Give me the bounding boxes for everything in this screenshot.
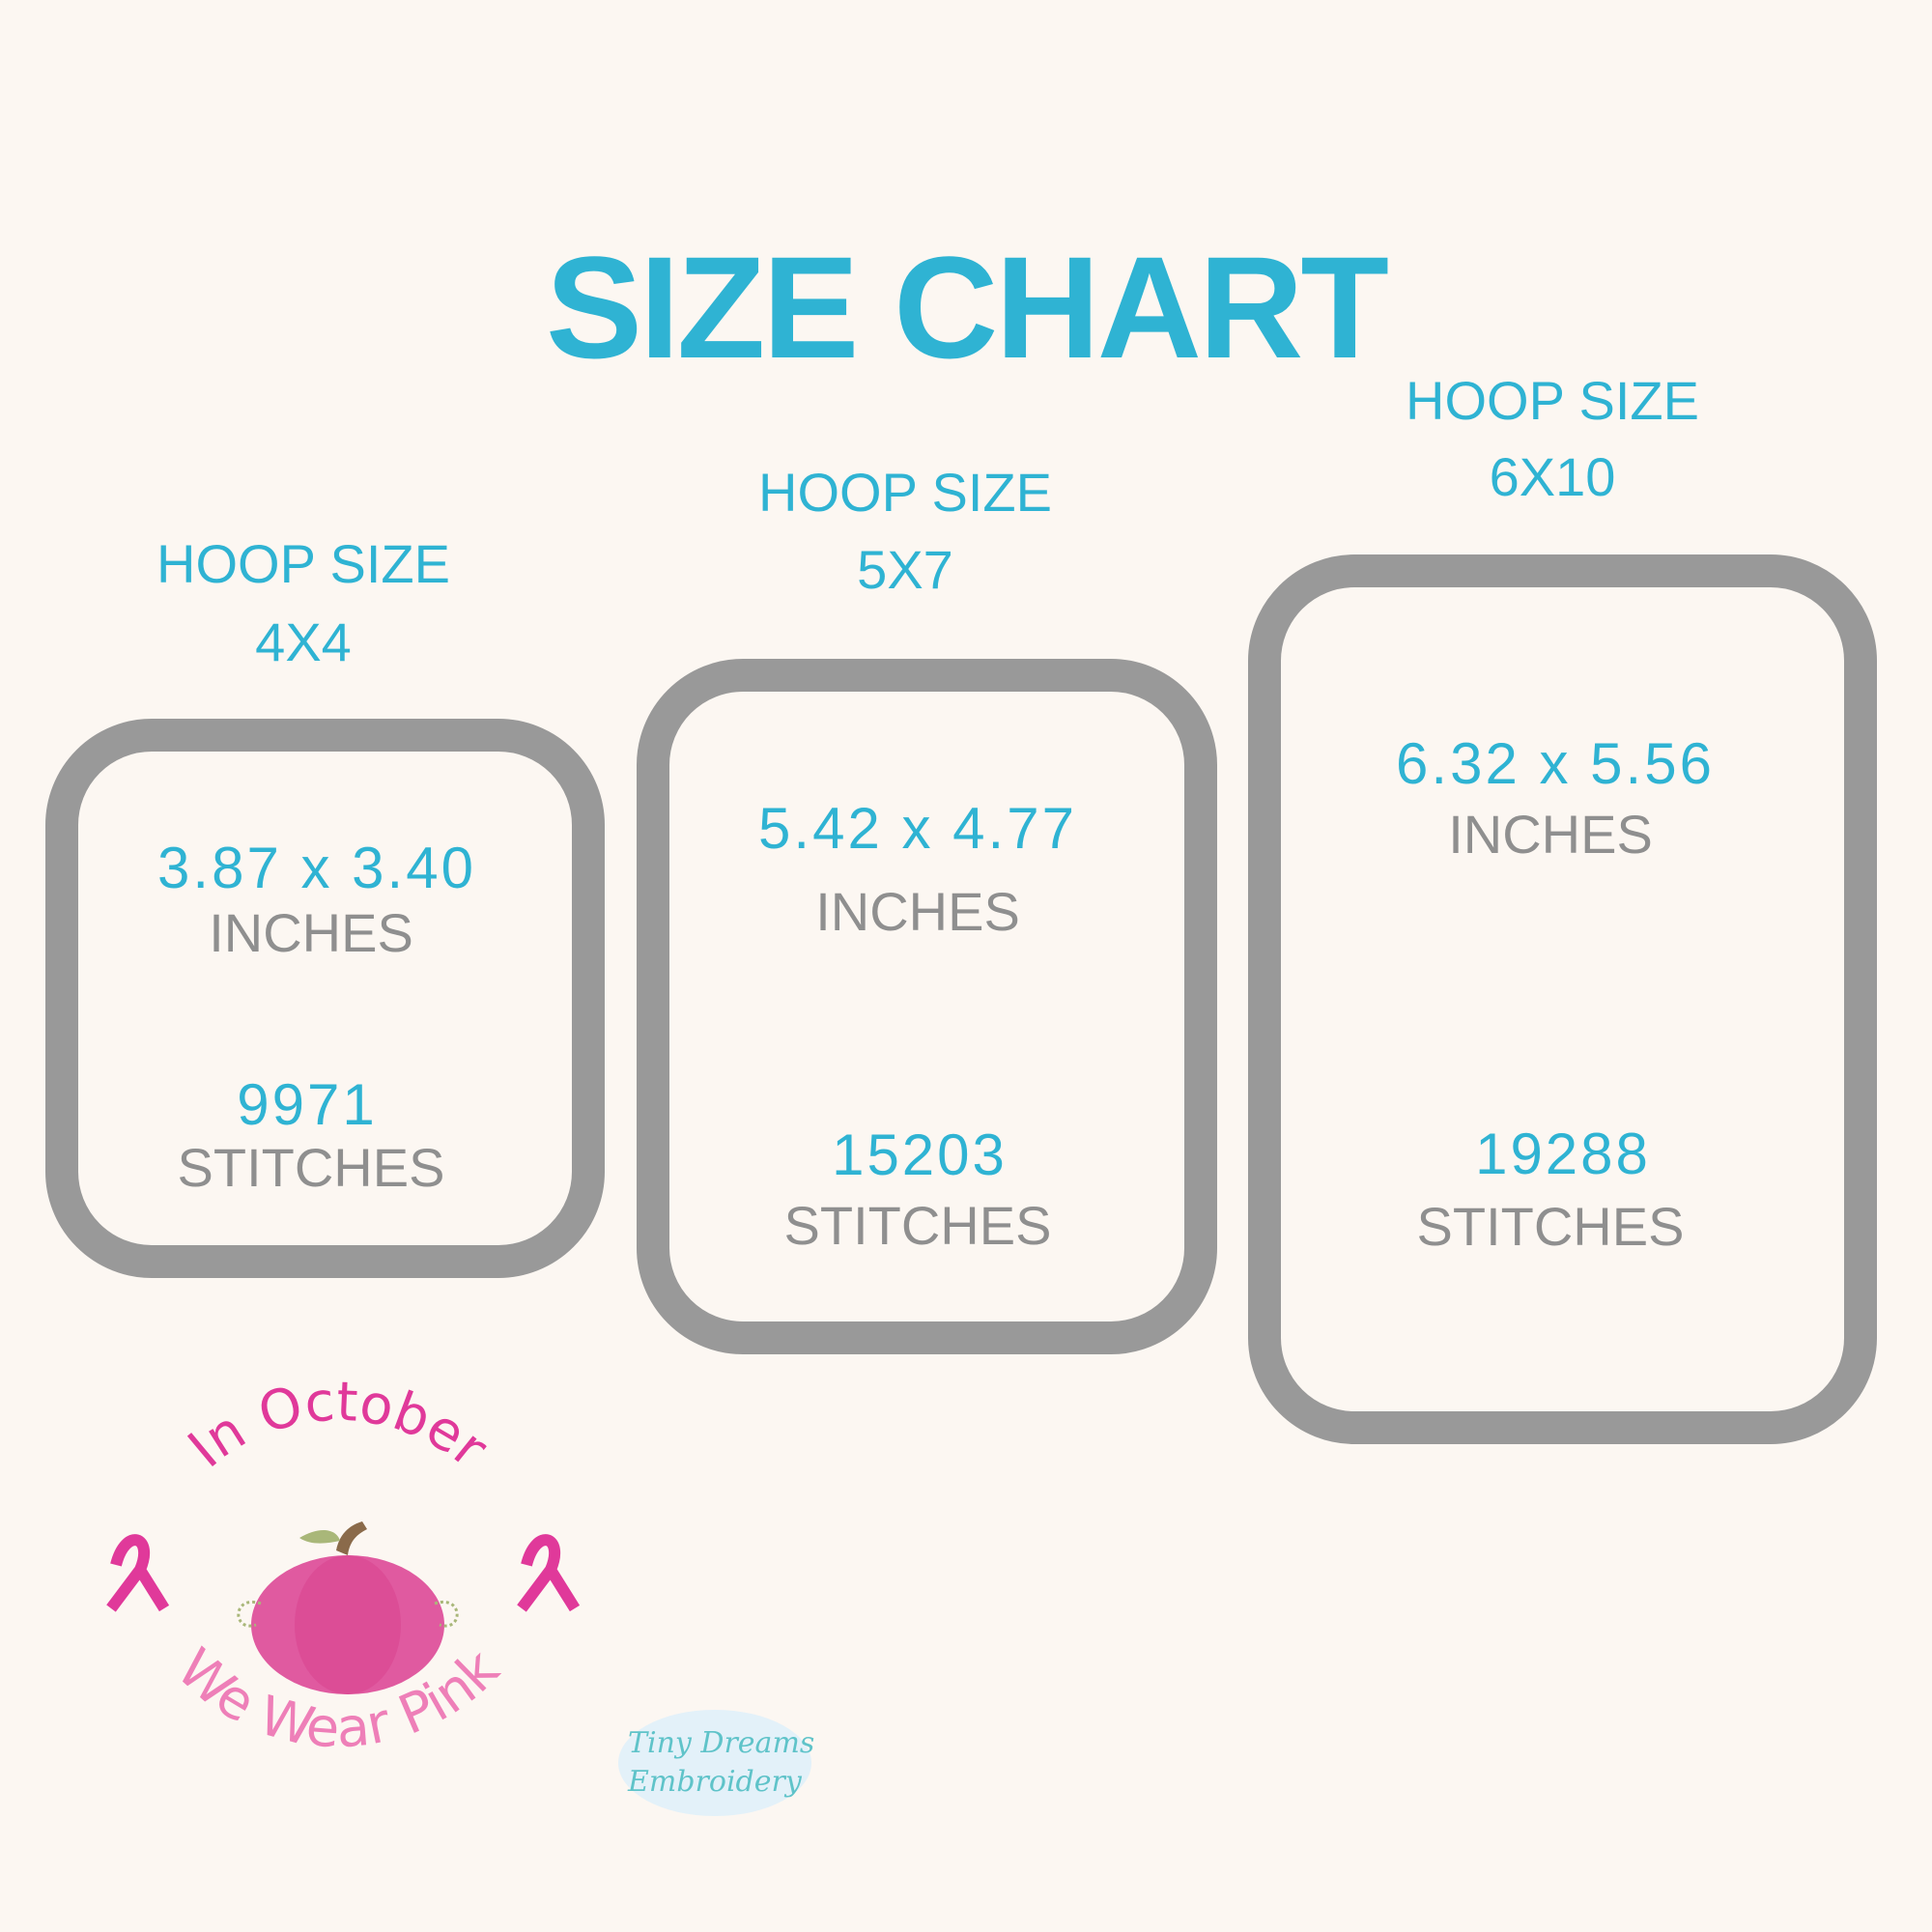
dimension-unit: INCHES — [815, 881, 1020, 942]
cloud-icon — [618, 1710, 811, 1816]
logo-top-text: In October — [177, 1372, 499, 1481]
hoop-size: 6X10 — [1489, 446, 1616, 507]
watermark-line-1: Tiny Dreams — [628, 1726, 815, 1760]
stitch-count: 9971 — [237, 1072, 378, 1137]
pink-ribbon-icon — [106, 1534, 581, 1612]
hoop-frame-5x7 — [637, 659, 1217, 1354]
watermark-line-2: Embroidery — [628, 1765, 802, 1799]
hoop-size: 4X4 — [255, 611, 352, 672]
dimension-unit: INCHES — [1448, 804, 1653, 865]
hoop-label: HOOP SIZE — [1406, 370, 1699, 431]
stitch-unit: STITCHES — [177, 1137, 445, 1198]
stitch-count: 15203 — [832, 1122, 1008, 1187]
hoop-frame-6x10 — [1248, 554, 1877, 1444]
pumpkin-icon — [237, 1521, 459, 1694]
stitch-unit: STITCHES — [783, 1195, 1052, 1256]
page-title: SIZE CHART — [546, 226, 1389, 388]
hoop-label: HOOP SIZE — [156, 533, 450, 594]
hoop-label: HOOP SIZE — [758, 462, 1052, 523]
hoop-frame-4x4 — [45, 719, 605, 1278]
dimension-unit: INCHES — [209, 902, 413, 963]
stitch-count: 19288 — [1475, 1122, 1651, 1186]
in-october-we-wear-pink-logo: In October We Wear Pink — [106, 1372, 581, 1760]
hoop-size: 5X7 — [857, 539, 953, 600]
design-dimensions: 6.32 x 5.56 — [1396, 731, 1715, 796]
design-dimensions: 3.87 x 3.40 — [157, 836, 476, 900]
design-dimensions: 5.42 x 4.77 — [758, 796, 1077, 861]
stitch-unit: STITCHES — [1416, 1196, 1685, 1257]
